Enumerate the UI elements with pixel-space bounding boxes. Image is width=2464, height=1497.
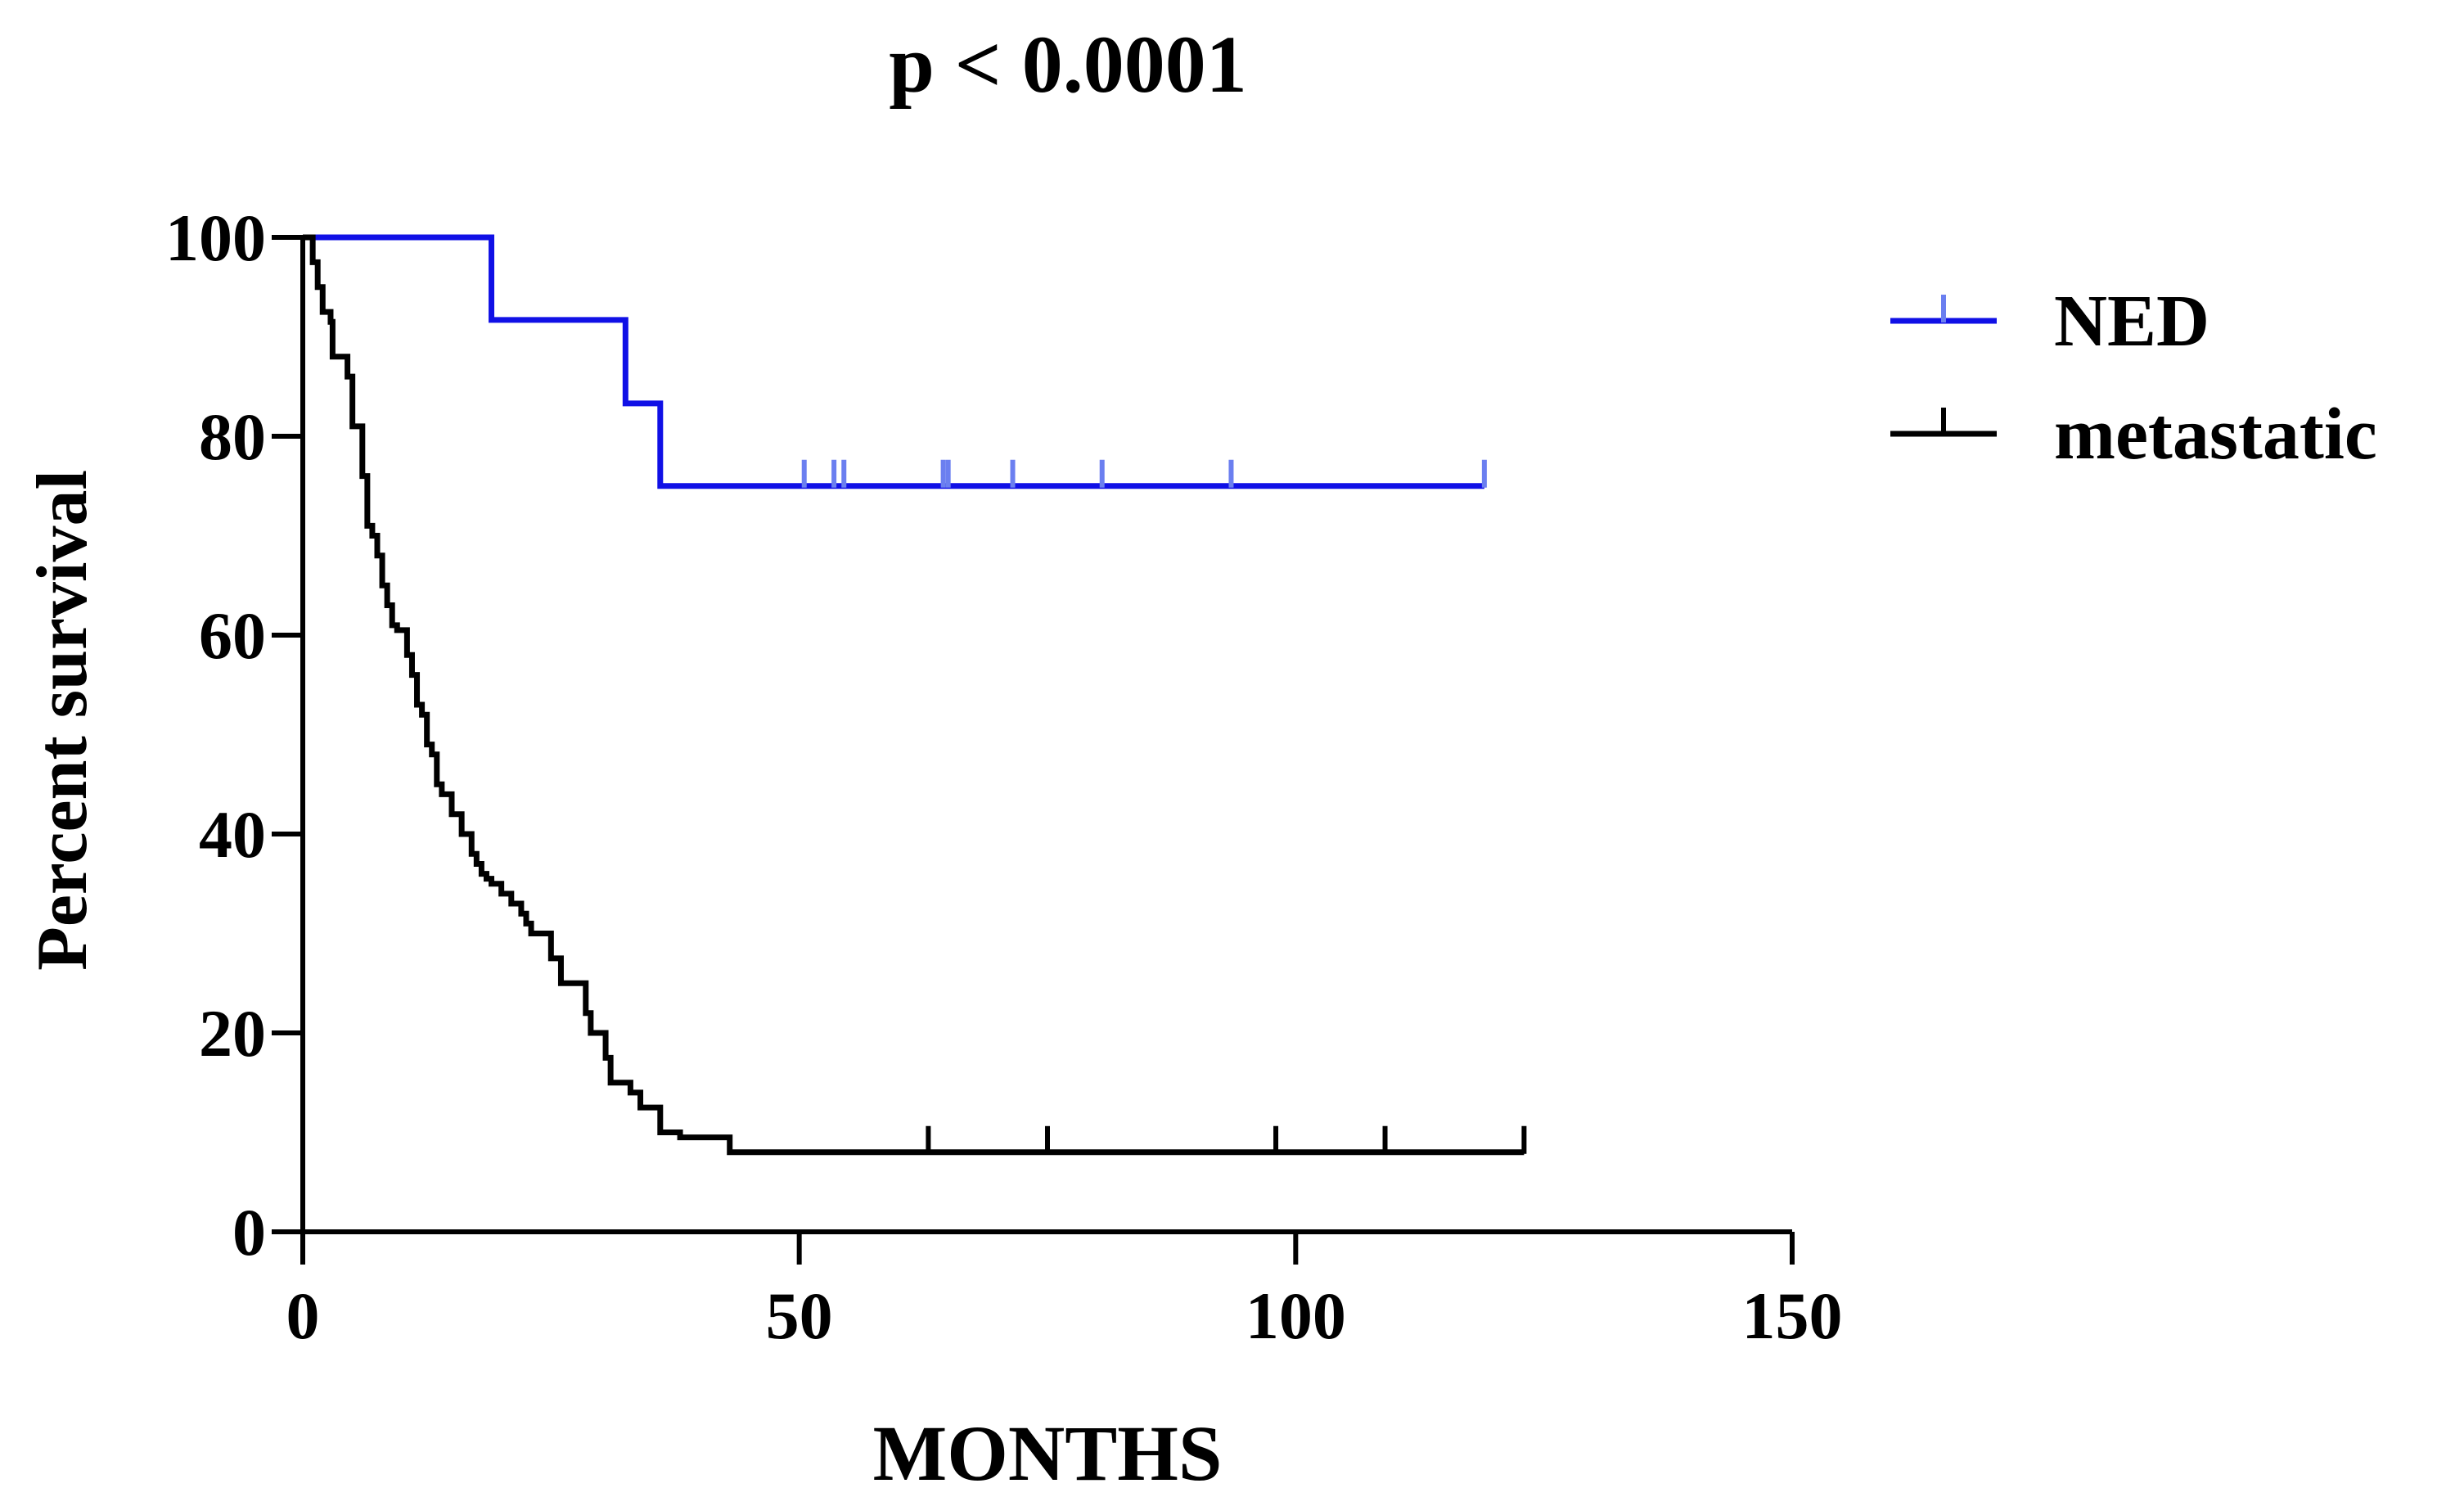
y-tick-label: 40 bbox=[199, 797, 266, 872]
legend-label: metastatic bbox=[2054, 394, 2377, 475]
series-metastatic bbox=[303, 234, 1527, 1156]
legend-item-ned: NED bbox=[1890, 281, 2209, 362]
plot-area: 0 50 100 150 0 20 40 60 80 100 bbox=[165, 201, 1843, 1353]
y-tick-label: 100 bbox=[165, 201, 266, 275]
series-line-ned bbox=[303, 234, 1484, 489]
series-line-metastatic bbox=[303, 234, 1525, 1156]
legend: NED metastatic bbox=[1890, 281, 2377, 475]
x-tick-label: 150 bbox=[1742, 1278, 1843, 1353]
legend-label: NED bbox=[2054, 281, 2209, 362]
series-ned bbox=[303, 234, 1487, 489]
y-tick-label: 60 bbox=[199, 598, 266, 673]
y-tick-label: 80 bbox=[199, 399, 266, 474]
chart-title: p < 0.0001 bbox=[889, 19, 1247, 110]
x-ticks: 0 50 100 150 bbox=[286, 1232, 1843, 1353]
legend-item-metastatic: metastatic bbox=[1890, 394, 2377, 475]
x-tick-label: 0 bbox=[286, 1278, 320, 1353]
y-axis-label: Percent survival bbox=[23, 470, 102, 971]
x-axis-label: MONTHS bbox=[873, 1409, 1223, 1497]
y-tick-label: 0 bbox=[232, 1195, 266, 1269]
series-layer bbox=[303, 234, 1527, 1156]
x-tick-label: 50 bbox=[766, 1278, 833, 1353]
y-ticks: 0 20 40 60 80 100 bbox=[165, 201, 303, 1269]
x-tick-label: 100 bbox=[1246, 1278, 1346, 1353]
y-tick-label: 20 bbox=[199, 996, 266, 1071]
